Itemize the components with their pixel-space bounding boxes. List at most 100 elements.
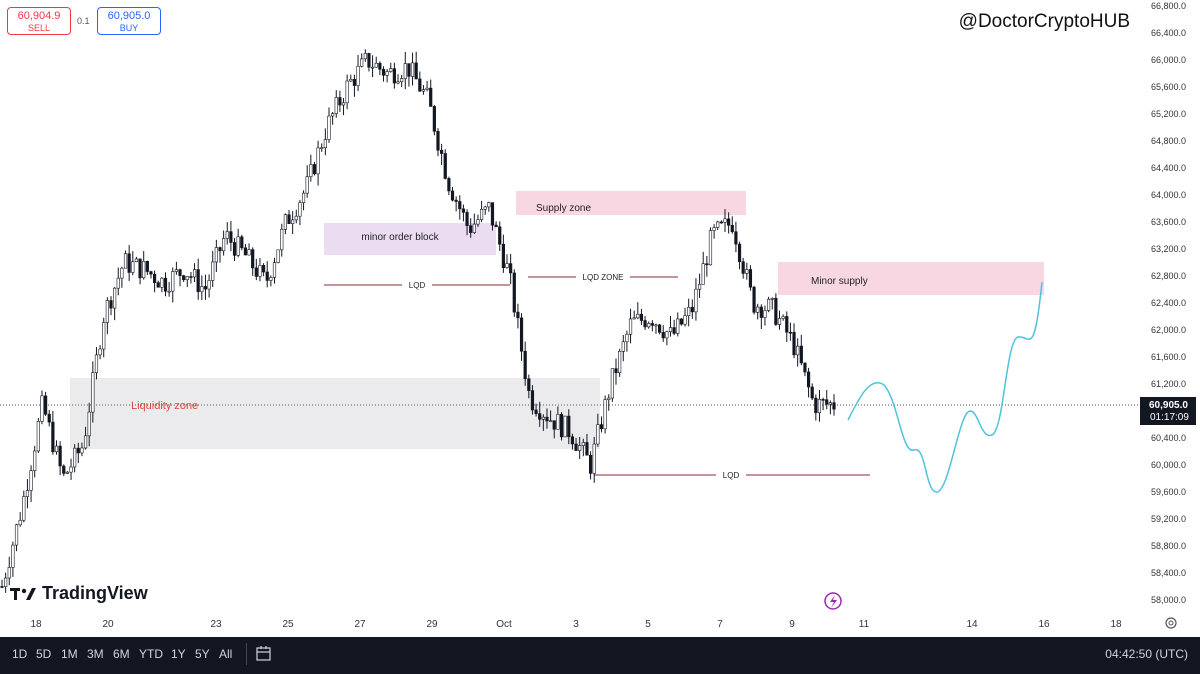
candle-body [22,496,26,521]
candle-body [505,263,509,268]
time-tick-label: 7 [717,619,723,630]
candlestick-chart[interactable]: minor order block Supply zone Minor supp… [0,0,1200,637]
candle-body [519,317,524,352]
range-button-6m[interactable]: 6M [113,647,130,661]
candle-body [799,345,803,364]
candle-body [309,164,313,178]
range-button-1m[interactable]: 1M [61,647,78,661]
price-tick-label: 58,800.0 [1151,541,1186,551]
range-button-1d[interactable]: 1D [12,647,28,661]
candle-body [690,306,694,313]
candle-body [610,368,614,399]
candle-body [763,310,767,318]
candle-body [338,97,342,106]
lqd-zone-label: LQD ZONE [583,273,624,282]
candle-body [414,62,418,80]
buy-button[interactable]: 60,905.0 BUY [97,7,161,35]
candle-body [767,299,771,311]
candle-body [294,215,298,221]
candle-body [806,371,811,388]
candle-body [378,62,382,70]
tradingview-logo-icon [10,587,36,600]
candle-body [167,290,171,293]
candle-body [287,214,291,224]
candle-body [817,399,822,414]
candle-body [538,413,542,420]
candle-body [320,147,324,149]
candle-body [251,249,255,269]
candle-body [501,243,505,268]
candle-body [178,269,182,276]
candle-body [705,263,709,266]
candle-body [134,258,139,263]
range-button-5d[interactable]: 5D [36,647,52,661]
candle-body [189,276,193,278]
candle-body [152,273,157,283]
range-button-5y[interactable]: 5Y [195,647,210,661]
candle-body [258,265,262,277]
price-tick-label: 59,200.0 [1151,514,1186,524]
range-button-ytd[interactable]: YTD [139,647,163,661]
time-tick-label: 27 [354,619,366,630]
candle-body [272,262,277,278]
price-tick-label: 61,600.0 [1151,352,1186,362]
candle-body [113,287,117,309]
candle-body [697,284,702,290]
candle-body [534,409,538,414]
candle-body [588,454,593,474]
price-tick-label: 65,600.0 [1151,82,1186,92]
candle-body [352,79,357,86]
candle-body [14,524,19,546]
range-button-3m[interactable]: 3M [87,647,104,661]
price-axis[interactable]: 66,800.0 66,400.0 66,000.0 65,600.0 65,200.0… [1151,1,1186,605]
candle-body [87,411,91,437]
candle-body [142,261,146,279]
candle-body [440,149,444,154]
candle-body [512,272,516,313]
candle-body [334,97,338,114]
candle-body [185,276,189,281]
candle-body [599,424,604,430]
candle-body [759,306,763,318]
goto-date-icon[interactable] [255,645,273,663]
candle-body [54,445,59,453]
sell-button[interactable]: 60,904.9 SELL [7,7,71,35]
candle-body [229,231,233,243]
candle-body [356,65,360,86]
candle-body [225,231,229,239]
candle-body [636,313,640,319]
price-tick-label: 66,000.0 [1151,55,1186,65]
price-tick-label: 62,000.0 [1151,325,1186,335]
candle-body [654,324,658,327]
candle-body [392,68,396,84]
toolbar-divider [246,643,247,665]
candle-body [821,399,825,401]
candle-body [222,238,226,252]
candle-body [80,447,84,454]
range-button-1y[interactable]: 1Y [171,647,186,661]
lightning-icon[interactable] [824,592,842,610]
candle-body [203,286,208,290]
candle-body [658,324,662,333]
liquidity-zone-label: Liquidity zone [131,400,198,412]
candle-body [120,267,124,279]
sell-price: 60,904.9 [17,10,61,22]
candle-body [490,202,495,226]
range-button-all[interactable]: All [219,647,233,661]
candle-body [796,345,800,356]
candle-body [487,202,491,208]
candle-body [421,89,426,92]
utc-clock[interactable]: 04:42:50 (UTC) [1105,647,1188,661]
candle-body [316,147,320,175]
minor-order-block-label: minor order block [361,232,439,243]
candle-body [374,62,378,68]
candle-body [574,443,578,451]
time-axis[interactable]: 18 20 23 25 27 29 Oct 3 5 7 9 11 14 16 18 [30,619,1122,630]
candle-body [832,402,836,410]
candle-body [454,199,458,202]
candle-body [291,219,295,224]
settings-icon[interactable] [1165,617,1177,629]
candle-body [200,286,204,293]
tradingview-logo: TradingView [10,583,148,604]
